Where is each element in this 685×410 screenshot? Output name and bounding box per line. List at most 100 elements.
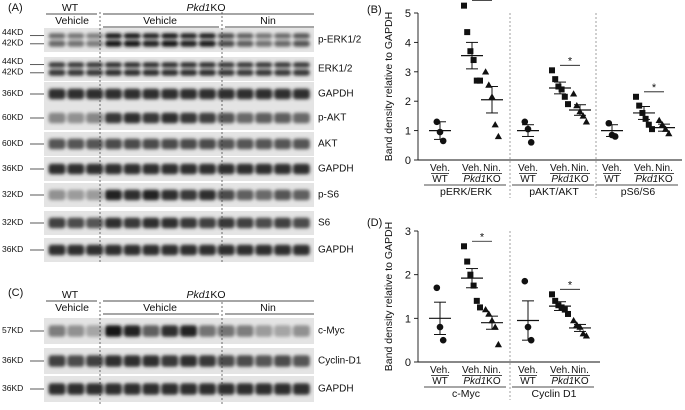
band bbox=[86, 355, 104, 367]
band bbox=[274, 88, 292, 100]
band bbox=[255, 383, 273, 395]
band bbox=[104, 217, 122, 229]
band bbox=[86, 112, 104, 124]
data-point bbox=[439, 137, 447, 145]
band bbox=[67, 62, 85, 68]
protein-label: p-ERK1/2 bbox=[318, 34, 362, 45]
band bbox=[104, 112, 122, 124]
band bbox=[48, 112, 66, 124]
band bbox=[161, 325, 179, 337]
band bbox=[86, 88, 104, 100]
membrane bbox=[44, 106, 314, 130]
mw-label: 44KD bbox=[2, 56, 23, 66]
group-name-label: pAKT/AKT bbox=[529, 186, 579, 198]
genotype-label-wt: WT bbox=[432, 174, 448, 185]
protein-label: p-AKT bbox=[318, 112, 346, 123]
band bbox=[198, 138, 216, 150]
band bbox=[292, 138, 310, 150]
band bbox=[255, 69, 273, 76]
panel-c-header: WT Pkd1KO Vehicle Vehicle Nin bbox=[46, 289, 314, 315]
panel-a-header: WT Pkd1KO Vehicle Vehicle Nin bbox=[46, 2, 314, 28]
band bbox=[198, 112, 216, 124]
mw-label: 32KD bbox=[2, 189, 23, 199]
data-point bbox=[439, 336, 447, 344]
band bbox=[123, 40, 141, 47]
panel-b-chart: (B) 0 1 2 3 4 5 Band density relative to GAPDH… bbox=[367, 0, 682, 198]
band bbox=[123, 112, 141, 124]
band bbox=[142, 62, 160, 68]
band bbox=[198, 355, 216, 367]
band bbox=[123, 138, 141, 150]
data-point bbox=[461, 2, 467, 9]
band bbox=[236, 62, 254, 68]
significance-marker: * bbox=[480, 0, 485, 3]
data-point bbox=[555, 83, 562, 90]
genotype-label-wt: WT bbox=[604, 174, 620, 185]
y-tick-label: 0 bbox=[405, 357, 411, 369]
y-axis-label: Band density relative to GAPDH bbox=[383, 222, 395, 371]
band bbox=[67, 88, 85, 100]
band bbox=[255, 189, 273, 201]
y-tick-label: 5 bbox=[405, 8, 411, 20]
data-point bbox=[470, 57, 477, 64]
band bbox=[274, 244, 292, 256]
mw-label: 32KD bbox=[2, 217, 23, 227]
band bbox=[236, 244, 254, 256]
membrane bbox=[44, 376, 314, 402]
protein-label: GAPDH bbox=[318, 163, 354, 174]
band bbox=[142, 69, 160, 76]
band bbox=[292, 40, 310, 47]
band bbox=[86, 189, 104, 201]
band bbox=[255, 355, 273, 367]
data-point bbox=[570, 316, 578, 324]
mw-label: 36KD bbox=[2, 383, 23, 393]
band bbox=[255, 217, 273, 229]
band bbox=[123, 189, 141, 201]
condition-label: Veh. bbox=[462, 163, 482, 174]
band bbox=[236, 217, 254, 229]
mw-label: 36KD bbox=[2, 244, 23, 254]
y-tick-label: 4 bbox=[405, 37, 411, 49]
data-point bbox=[477, 77, 483, 84]
band bbox=[67, 383, 85, 395]
band bbox=[217, 244, 235, 256]
protein-label: p-S6 bbox=[318, 189, 340, 200]
panel-b-plot: 0 1 2 3 4 5 Band density relative to GAPDH Veh.… bbox=[383, 0, 682, 198]
blot-c-myc: 57KD c-Myc bbox=[2, 318, 345, 344]
y-tick-label: 3 bbox=[405, 226, 411, 238]
band bbox=[274, 383, 292, 395]
band bbox=[123, 217, 141, 229]
band bbox=[255, 325, 273, 337]
band bbox=[123, 62, 141, 68]
band bbox=[48, 33, 66, 39]
band bbox=[48, 355, 66, 367]
data-point bbox=[485, 310, 493, 317]
band bbox=[217, 88, 235, 100]
data-point bbox=[491, 121, 499, 128]
data-point bbox=[582, 118, 590, 125]
membrane bbox=[44, 28, 314, 52]
band bbox=[142, 189, 160, 201]
band bbox=[67, 217, 85, 229]
band bbox=[180, 33, 198, 39]
band bbox=[236, 138, 254, 150]
band bbox=[123, 163, 141, 175]
band bbox=[142, 355, 160, 367]
data-point bbox=[582, 332, 590, 339]
band bbox=[48, 62, 66, 68]
mw-label: 42KD bbox=[2, 37, 23, 47]
band bbox=[86, 40, 104, 47]
band bbox=[180, 40, 198, 47]
genotype-label-pkd1ko: Pkd1KO bbox=[551, 174, 588, 185]
data-point bbox=[642, 115, 649, 122]
band bbox=[104, 383, 122, 395]
data-point bbox=[649, 126, 655, 133]
genotype-label-pkd1ko: Pkd1KO bbox=[635, 174, 672, 185]
band bbox=[255, 138, 273, 150]
blot-akt: 60KD AKT bbox=[2, 132, 337, 156]
band bbox=[161, 33, 179, 39]
band bbox=[161, 138, 179, 150]
treatment-label-nin: Nin bbox=[260, 15, 276, 27]
